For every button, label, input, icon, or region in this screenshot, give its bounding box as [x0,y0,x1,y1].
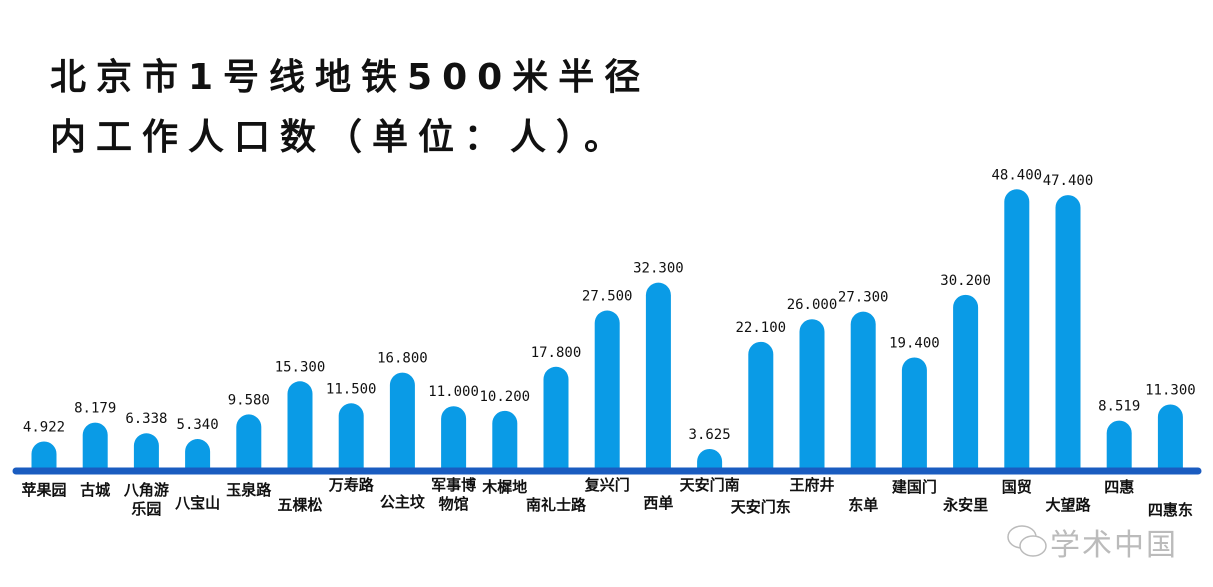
bar [594,310,620,470]
category-label: 四惠东 [1148,501,1193,519]
bar [1106,420,1132,470]
bar [697,448,723,470]
category-label: 永安里 [942,496,988,514]
chart-title-line-1: 北京市1号线地铁500米半径 [50,57,651,98]
category-label: 复兴门 [584,476,630,494]
category-label: 木樨地 [481,478,527,496]
bar [543,366,569,470]
value-label: 11.300 [1145,382,1196,398]
bar [31,441,57,470]
value-label: 11.500 [326,381,377,397]
bar [799,319,825,470]
value-label: 4.922 [23,419,65,435]
value-label: 10.200 [480,389,531,405]
category-label: 建国门 [892,478,937,496]
category-label: 公主坟 [380,493,425,511]
bar [1004,189,1030,471]
value-label: 22.100 [736,320,787,336]
bar [185,439,211,470]
value-label: 32.300 [633,261,684,277]
value-label: 19.400 [889,335,940,351]
bar [850,311,876,470]
category-label: 玉泉路 [226,481,272,499]
category-label: 苹果园 [21,481,66,499]
bar [748,341,774,470]
category-label: 东单 [848,496,878,514]
value-label: 5.340 [177,417,219,433]
category-label: 八角游 [123,481,169,499]
bar [441,406,467,470]
category-label: 八宝山 [174,494,220,512]
category-label: 军事博 [431,476,476,494]
bar [492,410,518,470]
category-label: 天安门南 [680,476,740,494]
bar [133,433,159,470]
bar [901,357,927,470]
value-label: 27.500 [582,289,633,305]
category-label: 南礼士路 [526,496,587,514]
category-label: 四惠 [1104,478,1134,496]
category-label: 大望路 [1045,496,1091,514]
value-label: 15.300 [275,359,326,375]
category-label: 王府井 [789,476,834,494]
value-label: 26.000 [787,297,838,313]
bar [1055,195,1081,470]
category-label: 五棵松 [277,496,322,514]
category-label: 天安门东 [731,498,791,516]
category-label: 物馆 [439,495,469,513]
watermark: 学术中国 [1050,528,1178,563]
bar [236,414,262,470]
chart-title-line-2: 内工作人口数（单位：人）。 [50,117,631,158]
value-label: 17.800 [531,345,582,361]
value-label: 11.000 [428,384,479,400]
bar [287,381,313,470]
value-label: 47.400 [1043,173,1094,189]
bar [389,372,415,470]
value-label: 30.200 [940,273,991,289]
value-label: 48.400 [992,167,1043,183]
wechat-icon [1007,525,1047,557]
value-label: 8.179 [74,401,116,417]
value-label: 3.625 [689,427,731,443]
category-label: 国贸 [1002,478,1032,496]
category-label: 古城 [80,481,110,499]
value-label: 9.580 [228,392,270,408]
category-label: 西单 [643,494,673,512]
value-label: 6.338 [125,411,167,427]
bar [953,294,979,470]
category-label: 乐园 [131,500,161,518]
category-label: 万寿路 [328,476,375,494]
value-label: 16.800 [377,351,428,367]
bar [82,422,108,470]
bar [645,282,671,470]
value-label: 8.519 [1098,399,1140,415]
bar [338,403,364,470]
bar [1157,404,1183,470]
value-label: 27.300 [838,290,889,306]
